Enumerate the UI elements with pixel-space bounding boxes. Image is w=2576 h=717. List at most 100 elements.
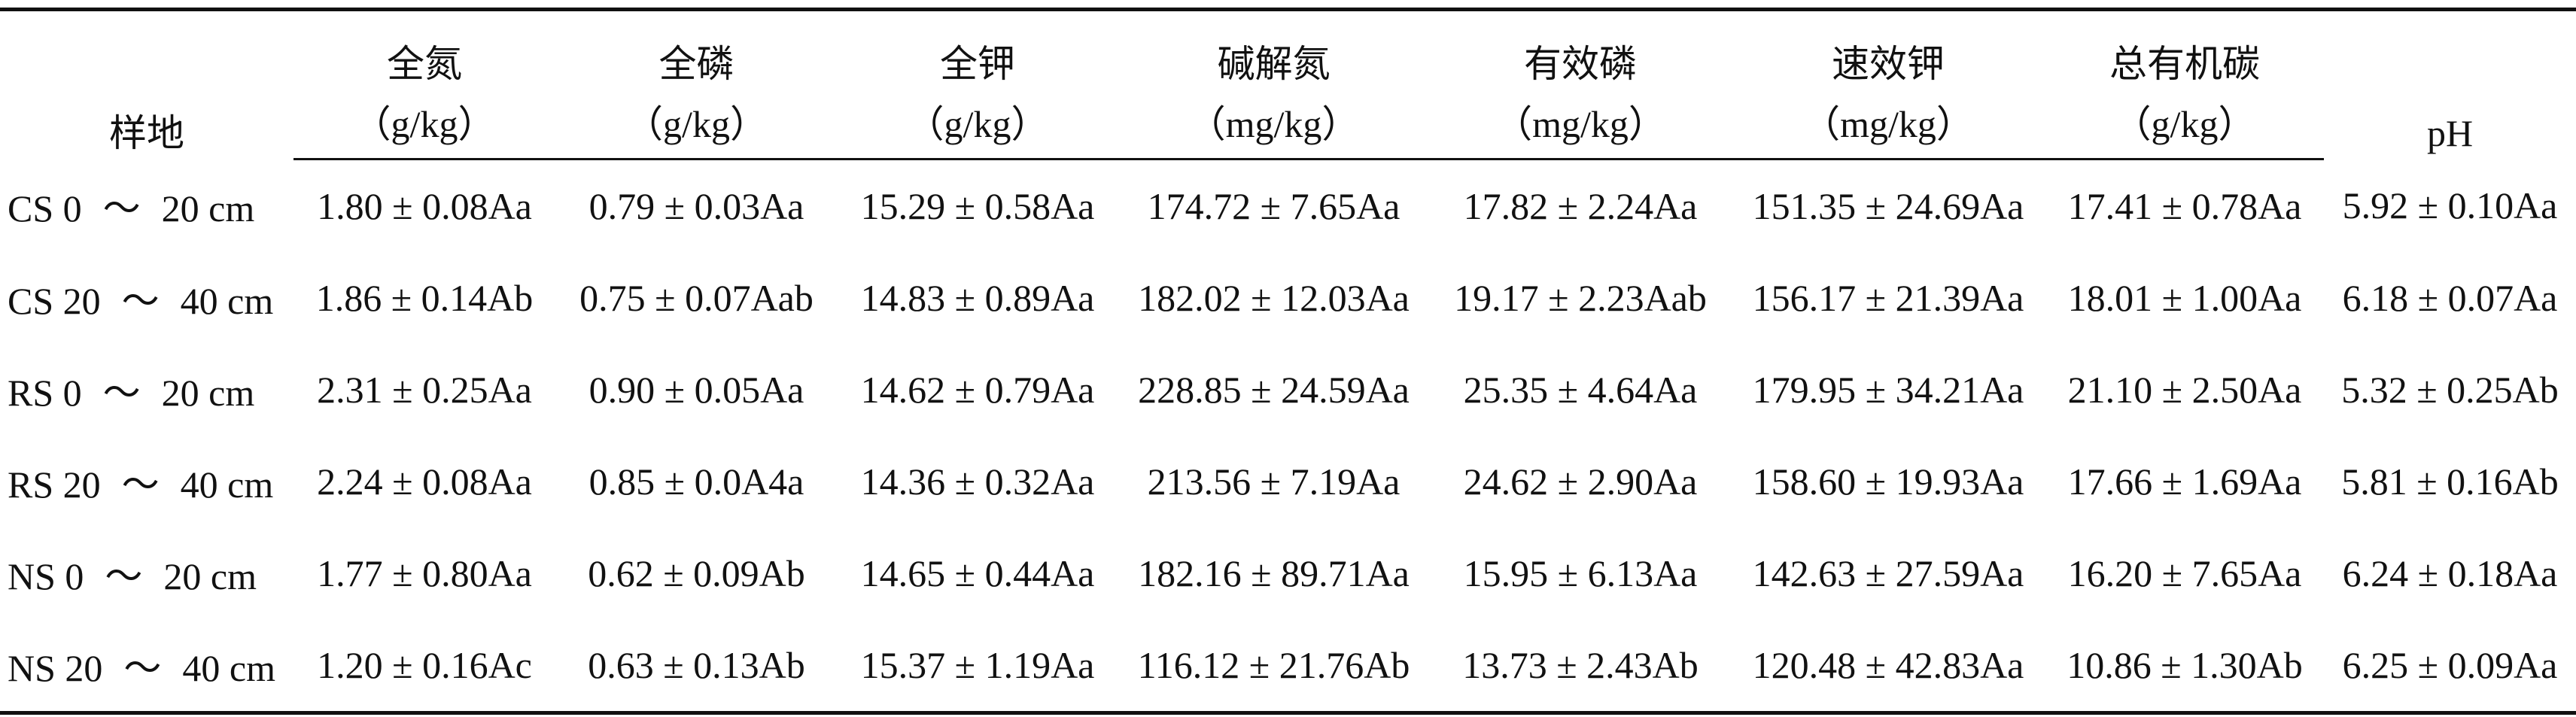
header-total-n: 全氮 [293,8,555,90]
cell-total-n: 1.20 ± 0.16Ac [293,619,555,715]
range-tilde: ～ [121,280,160,322]
cell-toc: 10.86 ± 1.30Ab [2045,619,2324,715]
cell-available-k: 151.35 ± 24.69Aa [1752,185,2024,227]
row-sample-label: CS 20 ～ 40 cm [0,252,293,344]
cell-total-p: 0.90 ± 0.05Aa [588,369,804,411]
site-name: CS 20 [8,280,101,322]
cell-available-p: 15.95 ± 6.13Aa [1463,552,1698,594]
soil-properties-table-container: 样地 全氮 全磷 全钾 碱解氮 有效磷 速效钾 总有机碳 pH （g/kg） （… [0,8,2576,715]
cell-ph: 6.24 ± 0.18Aa [2342,552,2558,594]
table-row: NS 0 ～ 20 cm 1.77 ± 0.80Aa 0.62 ± 0.09Ab 1… [0,527,2576,619]
cell-total-k: 14.83 ± 0.89Aa [860,277,1095,319]
cell-alkali-n: 182.02 ± 12.03Aa [1138,277,1410,319]
table-row: CS 20 ～ 40 cm 1.86 ± 0.14Ab 0.75 ± 0.07Aab… [0,252,2576,344]
cell-total-p: 0.85 ± 0.0A4a [588,460,804,503]
cell-total-n: 1.77 ± 0.80Aa [317,552,532,594]
unit-alkali-n: （mg/kg） [1118,90,1430,160]
header-alkali-n: 碱解氮 [1118,8,1430,90]
header-total-k: 全钾 [838,8,1118,90]
cell-ph: 5.92 ± 0.10Aa [2342,184,2558,227]
header-ph: pH [2324,8,2576,160]
unit-total-n: （g/kg） [293,90,555,160]
cell-alkali-n: 213.56 ± 7.19Aa [1147,460,1401,503]
cell-available-k: 179.95 ± 34.21Aa [1752,369,2024,411]
cell-available-k: 142.63 ± 27.59Aa [1752,552,2024,594]
cell-ph: 5.32 ± 0.25Ab [2341,369,2559,411]
cell-total-k: 15.29 ± 0.58Aa [860,185,1095,227]
row-sample-label: RS 0 ～ 20 cm [0,344,293,436]
unit-toc: （g/kg） [2045,90,2324,160]
cell-toc: 17.41 ± 0.78Aa [2067,185,2302,227]
cell-available-k: 120.48 ± 42.83Aa [1731,619,2045,715]
cell-total-n: 1.86 ± 0.14Ab [315,277,534,319]
site-name: NS 20 [8,647,103,689]
depth-value: 40 cm [182,647,276,689]
cell-ph: 6.25 ± 0.09Aa [2324,619,2576,715]
range-tilde: ～ [102,187,141,230]
range-tilde: ～ [121,463,160,506]
soil-properties-table: 样地 全氮 全磷 全钾 碱解氮 有效磷 速效钾 总有机碳 pH （g/kg） （… [0,8,2576,715]
cell-ph: 6.18 ± 0.07Aa [2342,277,2558,319]
cell-total-p: 0.62 ± 0.09Ab [588,552,805,594]
range-tilde: ～ [123,647,162,689]
header-row-units: （g/kg） （g/kg） （g/kg） （mg/kg） （mg/kg） （mg… [0,90,2576,160]
cell-toc: 17.66 ± 1.69Aa [2067,460,2302,503]
row-sample-label: NS 20 ～ 40 cm [0,619,293,715]
range-tilde: ～ [102,372,141,414]
depth-value: 40 cm [180,280,274,322]
range-tilde: ～ [105,555,143,597]
table-row: RS 20 ～ 40 cm 2.24 ± 0.08Aa 0.85 ± 0.0A4a … [0,436,2576,527]
cell-toc: 16.20 ± 7.65Aa [2067,552,2302,594]
site-name: RS 20 [8,463,101,506]
cell-ph: 5.81 ± 0.16Ab [2341,460,2559,503]
cell-total-k: 14.62 ± 0.79Aa [860,369,1095,411]
row-sample-label: CS 0 ～ 20 cm [0,160,293,253]
unit-total-p: （g/kg） [555,90,838,160]
header-site: 样地 [0,8,293,160]
table-row: NS 20 ～ 40 cm 1.20 ± 0.16Ac 0.63 ± 0.13Ab … [0,619,2576,715]
cell-alkali-n: 228.85 ± 24.59Aa [1138,369,1410,411]
cell-total-p: 0.75 ± 0.07Aab [579,277,814,319]
table-body: CS 0 ～ 20 cm 1.80 ± 0.08Aa 0.79 ± 0.03Aa 1… [0,160,2576,715]
cell-total-n: 2.31 ± 0.25Aa [317,369,532,411]
cell-toc: 18.01 ± 1.00Aa [2067,277,2302,319]
depth-value: 20 cm [161,372,255,414]
cell-total-p: 0.63 ± 0.13Ab [555,619,838,715]
header-toc: 总有机碳 [2045,8,2324,90]
depth-value: 40 cm [180,463,274,506]
cell-total-p: 0.79 ± 0.03Aa [588,185,804,227]
cell-available-p: 13.73 ± 2.43Ab [1430,619,1731,715]
table-row: CS 0 ～ 20 cm 1.80 ± 0.08Aa 0.79 ± 0.03Aa 1… [0,160,2576,253]
depth-value: 20 cm [163,555,257,597]
cell-available-p: 25.35 ± 4.64Aa [1463,369,1698,411]
cell-available-k: 158.60 ± 19.93Aa [1752,460,2024,503]
cell-total-n: 2.24 ± 0.08Aa [317,460,532,503]
site-name: RS 0 [8,372,82,414]
header-available-k: 速效钾 [1731,8,2045,90]
cell-total-k: 15.37 ± 1.19Aa [838,619,1118,715]
table-header: 样地 全氮 全磷 全钾 碱解氮 有效磷 速效钾 总有机碳 pH （g/kg） （… [0,8,2576,160]
header-available-p: 有效磷 [1430,8,1731,90]
cell-available-p: 19.17 ± 2.23Aab [1454,277,1707,319]
cell-total-n: 1.80 ± 0.08Aa [317,185,532,227]
cell-available-p: 24.62 ± 2.90Aa [1463,460,1698,503]
cell-available-p: 17.82 ± 2.24Aa [1463,185,1698,227]
table-row: RS 0 ～ 20 cm 2.31 ± 0.25Aa 0.90 ± 0.05Aa 1… [0,344,2576,436]
cell-toc: 21.10 ± 2.50Aa [2067,369,2302,411]
cell-alkali-n: 116.12 ± 21.76Ab [1118,619,1430,715]
cell-available-k: 156.17 ± 21.39Aa [1752,277,2024,319]
row-sample-label: NS 0 ～ 20 cm [0,527,293,619]
unit-available-p: （mg/kg） [1430,90,1731,160]
cell-alkali-n: 182.16 ± 89.71Aa [1138,552,1410,594]
cell-total-k: 14.65 ± 0.44Aa [860,552,1095,594]
depth-value: 20 cm [161,187,255,230]
cell-alkali-n: 174.72 ± 7.65Aa [1147,185,1401,227]
site-name: NS 0 [8,555,84,597]
cell-total-k: 14.36 ± 0.32Aa [860,460,1095,503]
header-total-p: 全磷 [555,8,838,90]
unit-available-k: （mg/kg） [1731,90,2045,160]
header-row-labels: 样地 全氮 全磷 全钾 碱解氮 有效磷 速效钾 总有机碳 pH [0,8,2576,160]
unit-total-k: （g/kg） [838,90,1118,160]
row-sample-label: RS 20 ～ 40 cm [0,436,293,527]
site-name: CS 0 [8,187,82,230]
